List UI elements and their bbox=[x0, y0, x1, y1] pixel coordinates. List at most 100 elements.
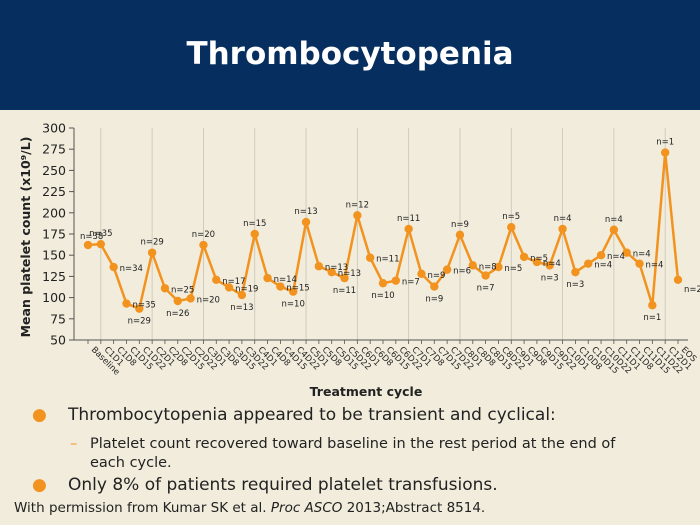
data-point bbox=[378, 278, 388, 288]
data-point bbox=[558, 224, 567, 234]
data-point bbox=[276, 282, 285, 291]
data-point bbox=[212, 275, 221, 284]
bullet-2-text: Only 8% of patients required platelet tr… bbox=[68, 475, 498, 495]
y-axis-label: Mean platelet count (x10⁹/L) bbox=[18, 137, 33, 338]
slide-title: Thrombocytopenia bbox=[186, 36, 514, 72]
data-point bbox=[596, 251, 606, 260]
n-label: n=8 bbox=[479, 262, 497, 272]
sub-bullet-text: Platelet count recovered toward baseline… bbox=[90, 436, 616, 471]
y-tick-label: 300 bbox=[42, 121, 66, 136]
data-point bbox=[365, 253, 375, 262]
n-label: n=7 bbox=[402, 278, 420, 288]
n-label: n=9 bbox=[451, 220, 469, 230]
n-label: n=13 bbox=[294, 207, 317, 217]
n-label: n=14 bbox=[274, 275, 297, 285]
data-point bbox=[237, 290, 247, 300]
data-point bbox=[327, 267, 336, 277]
data-point bbox=[353, 211, 362, 220]
y-tick-label: 150 bbox=[42, 248, 66, 263]
y-tick-label: 100 bbox=[42, 290, 66, 305]
n-label: n=4 bbox=[594, 261, 612, 271]
data-point bbox=[224, 283, 234, 292]
data-point bbox=[468, 261, 477, 270]
data-point bbox=[648, 301, 657, 310]
data-point bbox=[289, 287, 298, 296]
data-point bbox=[417, 269, 426, 279]
data-point bbox=[263, 273, 272, 283]
data-point bbox=[532, 257, 542, 267]
data-point bbox=[404, 224, 413, 234]
n-label: n=35 bbox=[89, 229, 112, 239]
data-point bbox=[519, 252, 529, 262]
data-point bbox=[83, 240, 93, 250]
n-label: n=15 bbox=[286, 284, 309, 294]
data-point bbox=[673, 275, 683, 284]
n-label: n=13 bbox=[325, 263, 348, 273]
n-label: n=3 bbox=[566, 280, 584, 290]
n-label: n=7 bbox=[477, 284, 495, 294]
data-point bbox=[186, 294, 195, 303]
n-label: n=1 bbox=[643, 313, 661, 323]
data-point bbox=[173, 296, 182, 306]
y-axis-ticks: 50 75 100 125 150 175 200 225 250 275 300 bbox=[42, 121, 74, 348]
data-point bbox=[340, 273, 349, 283]
x-axis-ticks: BaselineC1D1C1D8C1D15C1D22C2D1C2D8C2D15C… bbox=[87, 340, 698, 378]
data-point bbox=[199, 240, 208, 250]
n-label: n=5 bbox=[530, 254, 548, 264]
n-label: n=10 bbox=[282, 300, 305, 310]
n-label: n=9 bbox=[425, 295, 443, 305]
data-point bbox=[507, 223, 516, 232]
data-point bbox=[455, 230, 465, 240]
credit-journal: Proc ASCO bbox=[270, 500, 343, 516]
y-tick-label: 175 bbox=[42, 227, 66, 242]
credit-line: With permission from Kumar SK et al. Pro… bbox=[14, 500, 485, 516]
data-point bbox=[147, 248, 157, 257]
series-group bbox=[83, 148, 683, 313]
credit-suffix: 2013;Abstract 8514. bbox=[342, 500, 486, 516]
sub-bullet: – Platelet count recovered toward baseli… bbox=[70, 435, 650, 473]
n-label: n=4 bbox=[543, 259, 561, 269]
data-point bbox=[494, 262, 503, 272]
data-point bbox=[442, 265, 452, 274]
dash-icon: – bbox=[70, 436, 78, 452]
data-point bbox=[584, 259, 593, 268]
n-label: n=11 bbox=[397, 214, 420, 224]
n-label: n=17 bbox=[222, 277, 245, 287]
data-point bbox=[622, 248, 631, 257]
data-point bbox=[109, 262, 118, 272]
n-label: n=4 bbox=[607, 252, 625, 262]
n-label: n=6 bbox=[453, 267, 471, 277]
data-point bbox=[545, 261, 554, 270]
y-tick-label: 200 bbox=[42, 205, 66, 220]
data-point bbox=[635, 259, 644, 268]
bullet-dot-icon: ● bbox=[32, 405, 47, 425]
n-label: n=38 bbox=[80, 232, 103, 242]
n-label: n=20 bbox=[197, 295, 220, 305]
n-label: n=12 bbox=[346, 200, 369, 210]
slide-header bbox=[0, 0, 700, 110]
y-tick-label: 125 bbox=[42, 269, 66, 284]
n-label: n=11 bbox=[376, 255, 399, 265]
credit-prefix: With permission from Kumar SK et al. bbox=[14, 500, 271, 516]
bullet-1-text: Thrombocytopenia appeared to be transien… bbox=[68, 405, 556, 425]
n-label: n=20 bbox=[192, 230, 215, 240]
data-point bbox=[430, 282, 439, 291]
n-label: n=11 bbox=[333, 286, 356, 296]
data-point bbox=[250, 229, 259, 239]
n-label: n=9 bbox=[427, 271, 445, 281]
x-axis-label: Treatment cycle bbox=[310, 384, 423, 399]
n-label: n=35 bbox=[132, 301, 155, 311]
y-tick-label: 275 bbox=[42, 142, 66, 157]
n-label: n=13 bbox=[338, 269, 361, 279]
y-tick-label: 50 bbox=[50, 333, 66, 348]
n-label: n=4 bbox=[554, 214, 572, 224]
n-label: n=4 bbox=[633, 250, 651, 260]
platelet-line-chart: 50 75 100 125 150 175 200 225 250 275 300 Baseline… bbox=[18, 121, 700, 400]
data-point bbox=[609, 225, 619, 234]
data-point bbox=[314, 262, 324, 271]
y-tick-label: 225 bbox=[42, 184, 66, 199]
y-tick-label: 75 bbox=[50, 311, 66, 326]
n-label: n=5 bbox=[504, 264, 522, 274]
data-point bbox=[481, 271, 490, 280]
n-label: n=1 bbox=[656, 138, 674, 148]
